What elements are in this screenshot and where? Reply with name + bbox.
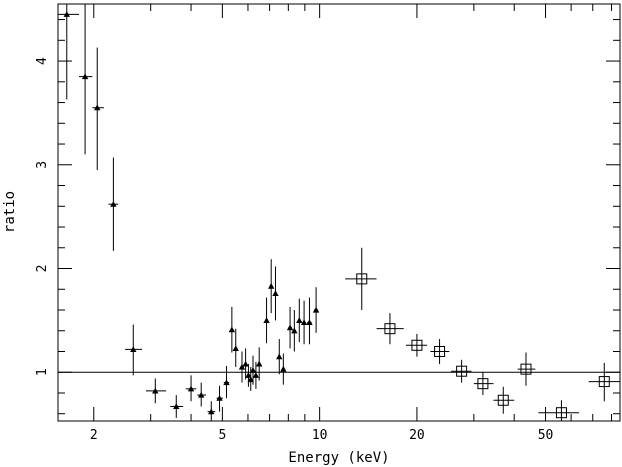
- triangle-point: [110, 201, 117, 207]
- square-point: [555, 407, 567, 419]
- axis-ticks: [58, 4, 620, 421]
- square-point: [384, 323, 396, 335]
- y-tick-label: 2: [35, 265, 50, 273]
- x-tick-label: 5: [218, 428, 226, 443]
- triangle-point: [208, 408, 215, 415]
- square-point: [411, 339, 423, 351]
- triangle-point: [306, 319, 313, 326]
- triangle-point: [242, 360, 249, 367]
- square-point: [456, 365, 468, 377]
- x-tick-label: 20: [409, 428, 425, 443]
- triangle-point: [223, 379, 230, 386]
- square-point: [598, 376, 610, 388]
- y-axis-label: ratio: [2, 191, 18, 233]
- triangle-point: [312, 306, 320, 313]
- triangle-point: [247, 376, 254, 383]
- triangle-point: [130, 346, 137, 352]
- x-tick-label: 50: [538, 428, 554, 443]
- data-markers: [63, 11, 610, 419]
- error-bars: [58, 4, 620, 421]
- triangle-point: [276, 353, 283, 360]
- triangle-point: [81, 73, 89, 80]
- triangle-point: [228, 326, 236, 333]
- triangle-point: [63, 11, 70, 17]
- triangle-point: [267, 282, 275, 289]
- triangle-point: [232, 345, 239, 351]
- triangle-point: [238, 363, 246, 370]
- square-point: [520, 363, 532, 375]
- square-point: [356, 273, 368, 285]
- triangle-point: [280, 365, 287, 372]
- triangle-point: [252, 372, 260, 378]
- y-tick-label: 1: [35, 368, 50, 376]
- triangle-point: [216, 394, 223, 401]
- plot-frame: [57, 3, 621, 422]
- x-tick-label: 2: [90, 428, 98, 443]
- triangle-point: [245, 372, 252, 378]
- triangle-point: [255, 360, 263, 367]
- square-point: [477, 378, 489, 390]
- triangle-point: [296, 317, 303, 323]
- triangle-point: [152, 387, 159, 394]
- square-point: [434, 346, 446, 357]
- y-tick-labels: 1 2 3 4: [35, 57, 50, 376]
- triangle-point: [263, 317, 270, 323]
- x-axis-label: Energy (keV): [288, 450, 389, 466]
- x-tick-label: 10: [312, 428, 328, 443]
- triangle-point: [198, 391, 205, 398]
- triangle-point: [272, 290, 279, 296]
- triangle-point: [249, 366, 257, 373]
- triangle-point: [187, 385, 195, 392]
- square-point: [497, 394, 509, 406]
- x-tick-labels: 2 5 10 20 50: [90, 428, 553, 443]
- triangle-point: [94, 104, 101, 111]
- triangle-point: [300, 319, 308, 326]
- y-tick-label: 4: [35, 57, 50, 65]
- y-tick-label: 3: [35, 161, 50, 169]
- triangle-point: [173, 403, 180, 410]
- triangle-point: [291, 327, 298, 334]
- triangle-point: [286, 324, 294, 331]
